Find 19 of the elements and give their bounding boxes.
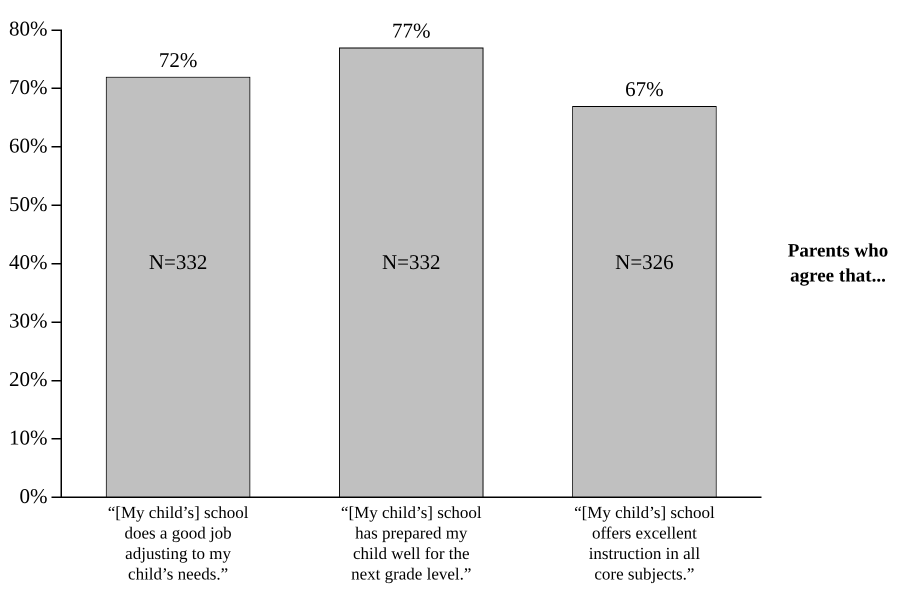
y-tick-label: 0% <box>19 484 48 508</box>
x-tick-label: “[My child’s] school has prepared my child well for the next grade level.” <box>340 503 482 584</box>
annotation: N=332 <box>148 250 208 274</box>
y-tick-label: 80% <box>8 16 48 41</box>
y-tick-label: 70% <box>8 74 48 99</box>
y-tick-label: 60% <box>8 133 48 158</box>
annotation: N=326 <box>615 250 674 274</box>
annotation: N=332 <box>382 250 441 274</box>
x-tick-label: “[My child’s] school does a good job adjusting to my child’s needs.” <box>108 503 249 584</box>
y-tick-label: 50% <box>8 192 48 216</box>
x-tick-label: “[My child’s] school offers excellent instruction in all core subjects.” <box>574 503 716 584</box>
y-tick-label: 20% <box>8 367 48 392</box>
data-label: 67% <box>625 76 664 101</box>
text: Parents who agree that... <box>788 240 888 287</box>
y-tick-label: 30% <box>8 308 48 333</box>
data-label: 77% <box>392 18 430 43</box>
y-tick-label: 40% <box>8 250 48 274</box>
data-label: 72% <box>158 48 198 72</box>
y-tick-label: 10% <box>8 425 48 450</box>
